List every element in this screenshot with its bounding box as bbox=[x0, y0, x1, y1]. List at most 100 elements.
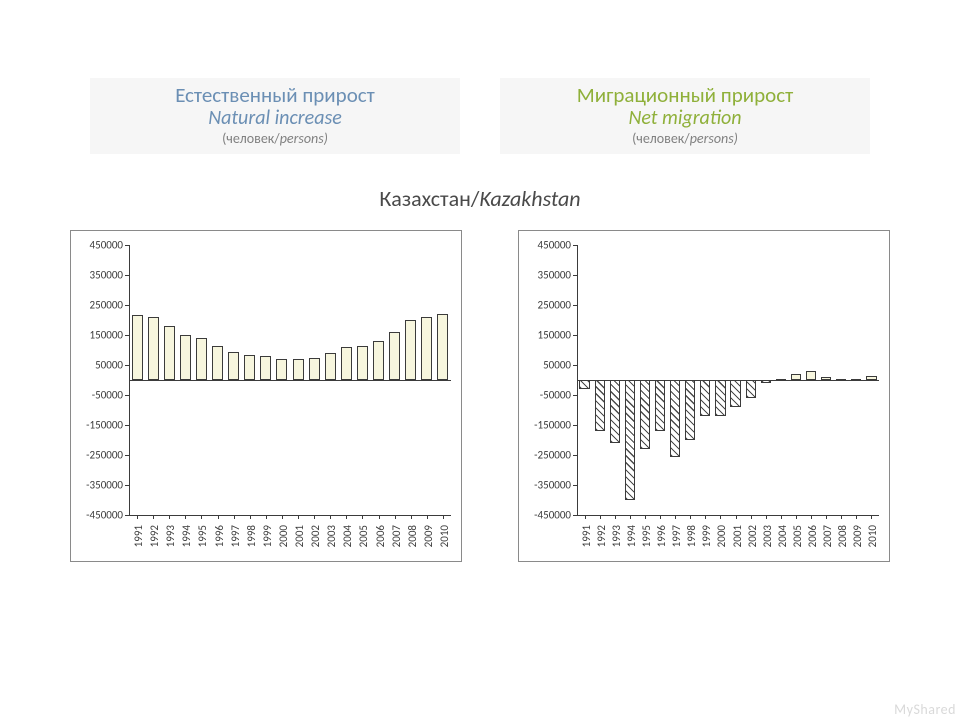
y-tick-label: 250000 bbox=[73, 299, 129, 312]
charts-row: -450000-350000-250000-150000-50000500001… bbox=[70, 230, 890, 562]
x-tick-mark bbox=[298, 515, 299, 519]
x-tick-mark bbox=[720, 515, 721, 519]
x-tick-label: 1995 bbox=[196, 525, 209, 547]
x-tick-mark bbox=[705, 515, 706, 519]
y-tick-label: 350000 bbox=[73, 269, 129, 282]
header-migration-en: Net migration bbox=[500, 107, 870, 129]
bar bbox=[866, 376, 876, 381]
x-tick-label: 2001 bbox=[293, 525, 306, 547]
bar bbox=[670, 380, 680, 457]
bar bbox=[791, 374, 801, 380]
plot-bottom-line bbox=[577, 515, 879, 516]
bar bbox=[730, 380, 740, 407]
x-tick-label: 2000 bbox=[277, 525, 290, 547]
bar bbox=[579, 380, 589, 389]
bar bbox=[421, 317, 432, 380]
x-tick-mark bbox=[395, 515, 396, 519]
y-tick-label: 450000 bbox=[521, 239, 577, 252]
bar bbox=[640, 380, 650, 449]
header-migration: Миграционный прирост Net migration (чело… bbox=[500, 78, 870, 154]
bar bbox=[851, 379, 861, 381]
bar bbox=[148, 317, 159, 380]
x-tick-label: 2003 bbox=[761, 525, 774, 547]
x-tick-mark bbox=[781, 515, 782, 519]
bar bbox=[357, 346, 368, 381]
x-tick-label: 1993 bbox=[164, 525, 177, 547]
x-tick-mark bbox=[346, 515, 347, 519]
bar bbox=[389, 332, 400, 380]
x-tick-label: 2006 bbox=[374, 525, 387, 547]
x-tick-label: 2010 bbox=[866, 525, 879, 547]
y-tick-label: -50000 bbox=[521, 389, 577, 402]
bar bbox=[746, 380, 756, 398]
bar bbox=[437, 314, 448, 380]
y-tick-label: -250000 bbox=[521, 449, 577, 462]
chart-natural: -450000-350000-250000-150000-50000500001… bbox=[70, 230, 462, 562]
x-tick-mark bbox=[645, 515, 646, 519]
bar bbox=[655, 380, 665, 431]
x-tick-label: 2008 bbox=[836, 525, 849, 547]
plot-bottom-line bbox=[129, 515, 451, 516]
header-natural-en: Natural increase bbox=[90, 107, 460, 129]
header-natural-ru: Естественный прирост bbox=[90, 84, 460, 107]
x-tick-label: 2010 bbox=[438, 525, 451, 547]
bar bbox=[715, 380, 725, 416]
x-tick-mark bbox=[185, 515, 186, 519]
header-migration-ru: Миграционный прирост bbox=[500, 84, 870, 107]
bar bbox=[776, 379, 786, 381]
x-tick-mark bbox=[766, 515, 767, 519]
x-tick-label: 1996 bbox=[655, 525, 668, 547]
x-tick-mark bbox=[690, 515, 691, 519]
x-axis-line bbox=[577, 380, 879, 381]
x-tick-label: 1997 bbox=[229, 525, 242, 547]
bar bbox=[325, 353, 336, 380]
x-tick-label: 2004 bbox=[341, 525, 354, 547]
x-tick-mark bbox=[234, 515, 235, 519]
x-tick-mark bbox=[615, 515, 616, 519]
y-tick-label: -350000 bbox=[73, 479, 129, 492]
x-tick-mark bbox=[250, 515, 251, 519]
x-tick-label: 1992 bbox=[148, 525, 161, 547]
x-tick-mark bbox=[856, 515, 857, 519]
bar bbox=[610, 380, 620, 443]
x-tick-label: 2009 bbox=[422, 525, 435, 547]
headers-row: Естественный прирост Natural increase (ч… bbox=[0, 78, 960, 154]
x-tick-mark bbox=[826, 515, 827, 519]
header-natural-sub: (человек/persons) bbox=[90, 131, 460, 146]
x-tick-mark bbox=[811, 515, 812, 519]
x-tick-label: 2000 bbox=[715, 525, 728, 547]
x-tick-mark bbox=[218, 515, 219, 519]
bar bbox=[180, 335, 191, 380]
x-tick-mark bbox=[585, 515, 586, 519]
x-tick-label: 2002 bbox=[309, 525, 322, 547]
y-tick-label: -150000 bbox=[521, 419, 577, 432]
bar bbox=[373, 341, 384, 380]
bar bbox=[260, 356, 271, 380]
x-tick-label: 1995 bbox=[640, 525, 653, 547]
y-tick-label: 450000 bbox=[73, 239, 129, 252]
bar bbox=[806, 371, 816, 380]
x-tick-mark bbox=[841, 515, 842, 519]
x-tick-mark bbox=[660, 515, 661, 519]
x-tick-label: 2007 bbox=[390, 525, 403, 547]
x-tick-mark bbox=[137, 515, 138, 519]
x-tick-mark bbox=[314, 515, 315, 519]
x-tick-mark bbox=[266, 515, 267, 519]
x-axis-line bbox=[129, 380, 451, 381]
header-migration-sub: (человек/persons) bbox=[500, 131, 870, 146]
bar bbox=[132, 315, 143, 380]
x-tick-label: 1998 bbox=[685, 525, 698, 547]
bar bbox=[595, 380, 605, 431]
x-tick-mark bbox=[362, 515, 363, 519]
x-tick-mark bbox=[282, 515, 283, 519]
y-tick-label: 350000 bbox=[521, 269, 577, 282]
bar bbox=[164, 326, 175, 380]
x-tick-mark bbox=[443, 515, 444, 519]
x-tick-label: 2007 bbox=[821, 525, 834, 547]
y-tick-label: -250000 bbox=[73, 449, 129, 462]
x-tick-label: 1994 bbox=[625, 525, 638, 547]
bar bbox=[244, 355, 255, 381]
bar bbox=[341, 347, 352, 380]
x-tick-mark bbox=[330, 515, 331, 519]
y-tick-label: 150000 bbox=[73, 329, 129, 342]
